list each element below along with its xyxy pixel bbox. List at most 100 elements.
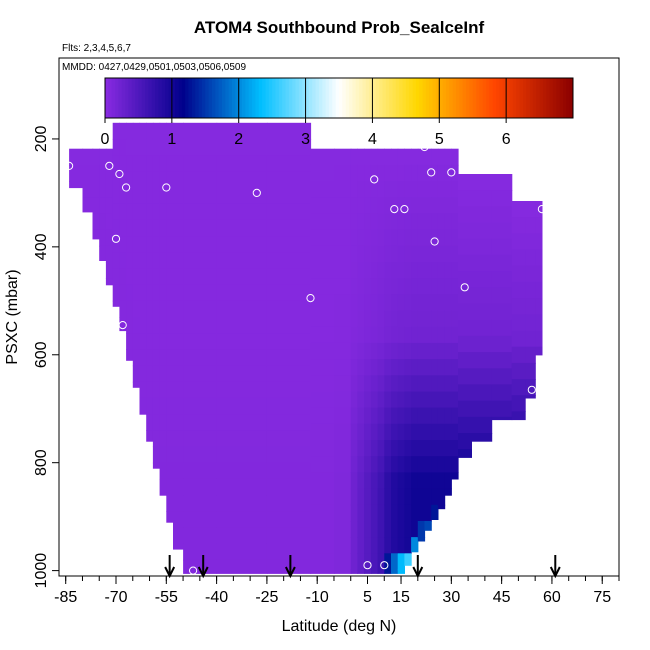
heatmap-cell bbox=[391, 375, 399, 393]
colorbar-swatch bbox=[395, 78, 400, 118]
sample-point bbox=[115, 169, 124, 179]
heatmap-cell bbox=[334, 262, 352, 279]
heatmap-cell bbox=[266, 414, 312, 431]
heatmap-cell bbox=[112, 236, 120, 253]
heatmap-cell bbox=[69, 181, 84, 189]
heatmap-cell bbox=[126, 333, 134, 350]
heatmap-cell bbox=[139, 397, 147, 415]
heatmap-cell bbox=[377, 359, 385, 376]
heatmap-cell bbox=[458, 303, 472, 321]
heatmap-cell bbox=[437, 504, 446, 510]
heatmap-cell bbox=[350, 245, 358, 263]
heatmap-cell bbox=[411, 504, 419, 522]
heatmap-cell bbox=[216, 543, 268, 561]
heatmap-cell bbox=[377, 440, 385, 457]
heatmap-cell bbox=[535, 233, 543, 251]
heatmap-cell bbox=[391, 440, 399, 457]
heatmap-cell bbox=[417, 213, 426, 231]
colorbar-swatch bbox=[181, 78, 186, 118]
colorbar-swatch bbox=[365, 78, 370, 118]
colorbar-swatch bbox=[342, 78, 347, 118]
heatmap-cell bbox=[364, 537, 372, 554]
heatmap-cell bbox=[105, 213, 114, 231]
heatmap-cell bbox=[491, 335, 513, 353]
colorbar-swatch bbox=[562, 78, 567, 118]
colorbar-swatch bbox=[362, 78, 367, 118]
heatmap-cell bbox=[183, 187, 218, 205]
heatmap-cell bbox=[364, 456, 372, 473]
heatmap-cell bbox=[411, 310, 419, 328]
heatmap-cell bbox=[146, 365, 154, 383]
heatmap-cell bbox=[364, 164, 372, 182]
heatmap-cell bbox=[350, 294, 358, 312]
colorbar-swatch bbox=[516, 78, 520, 118]
heatmap-cell bbox=[166, 300, 174, 318]
colorbar-swatch bbox=[128, 78, 133, 118]
heatmap-cell bbox=[139, 333, 147, 350]
heatmap-cell bbox=[451, 456, 459, 473]
heatmap-cell bbox=[350, 278, 358, 295]
heatmap-cell bbox=[152, 219, 161, 237]
heatmap-cell bbox=[370, 164, 379, 182]
heatmap-cell bbox=[424, 521, 432, 531]
heatmap-cell bbox=[166, 495, 174, 512]
heatmap-cell bbox=[458, 433, 472, 450]
sample-point bbox=[370, 175, 379, 184]
heatmap-cell bbox=[431, 294, 439, 312]
heatmap-cell bbox=[364, 342, 372, 360]
heatmap-cell bbox=[139, 365, 147, 383]
colorbar-swatch bbox=[228, 78, 233, 118]
heatmap-cell bbox=[146, 252, 154, 270]
heatmap-cell bbox=[391, 569, 399, 574]
colorbar-swatch bbox=[479, 78, 484, 118]
heatmap-cell bbox=[417, 245, 426, 263]
heatmap-cell bbox=[370, 245, 379, 263]
colorbar-swatch bbox=[258, 78, 263, 118]
heatmap-cell bbox=[417, 326, 426, 344]
heatmap-cell bbox=[471, 254, 493, 272]
heatmap-cell bbox=[173, 284, 184, 302]
sample-point bbox=[189, 566, 198, 575]
heatmap-cell bbox=[384, 553, 392, 571]
heatmap-cell bbox=[444, 148, 452, 166]
heatmap-cell bbox=[357, 164, 365, 182]
heatmap-cell bbox=[166, 397, 174, 415]
heatmap-cell bbox=[350, 197, 358, 214]
heatmap-cell bbox=[132, 122, 141, 140]
heatmap-cell bbox=[525, 281, 536, 299]
colorbar-tick-label: 2 bbox=[234, 131, 243, 148]
heatmap-cell bbox=[417, 262, 426, 279]
heatmap-cell bbox=[173, 187, 184, 205]
heatmap-cell bbox=[397, 375, 405, 393]
heatmap-cell bbox=[183, 219, 218, 237]
heatmap-cell bbox=[471, 335, 493, 353]
heatmap-cell bbox=[139, 349, 147, 367]
heatmap-cell bbox=[424, 326, 432, 344]
heatmap-cell bbox=[159, 203, 167, 221]
heatmap-cell bbox=[444, 375, 452, 393]
heatmap-cell bbox=[377, 245, 385, 263]
heatmap-cell bbox=[525, 346, 536, 364]
heatmap-cell bbox=[417, 229, 426, 247]
heatmap-cell bbox=[334, 229, 352, 247]
heatmap-cell bbox=[139, 219, 147, 237]
colorbar-swatch bbox=[178, 78, 183, 118]
heatmap-cell bbox=[370, 197, 379, 214]
heatmap-cell bbox=[391, 391, 399, 409]
heatmap-cell bbox=[112, 155, 120, 172]
heatmap-cell bbox=[159, 381, 167, 399]
heatmap-cell bbox=[183, 365, 218, 383]
x-tick-label: 75 bbox=[593, 589, 611, 606]
colorbar-swatch bbox=[379, 78, 383, 118]
heatmap-cell bbox=[458, 335, 472, 353]
heatmap-cell bbox=[266, 219, 312, 237]
heatmap-cell bbox=[152, 203, 161, 221]
heatmap-cell bbox=[173, 252, 184, 270]
heatmap-cell bbox=[397, 504, 405, 522]
heatmap-cell bbox=[397, 245, 405, 263]
heatmap-cell bbox=[404, 537, 412, 554]
heatmap-cell bbox=[364, 229, 372, 247]
heatmap-cell bbox=[216, 252, 268, 270]
heatmap-cell bbox=[152, 414, 161, 431]
heatmap-cell bbox=[119, 155, 127, 172]
